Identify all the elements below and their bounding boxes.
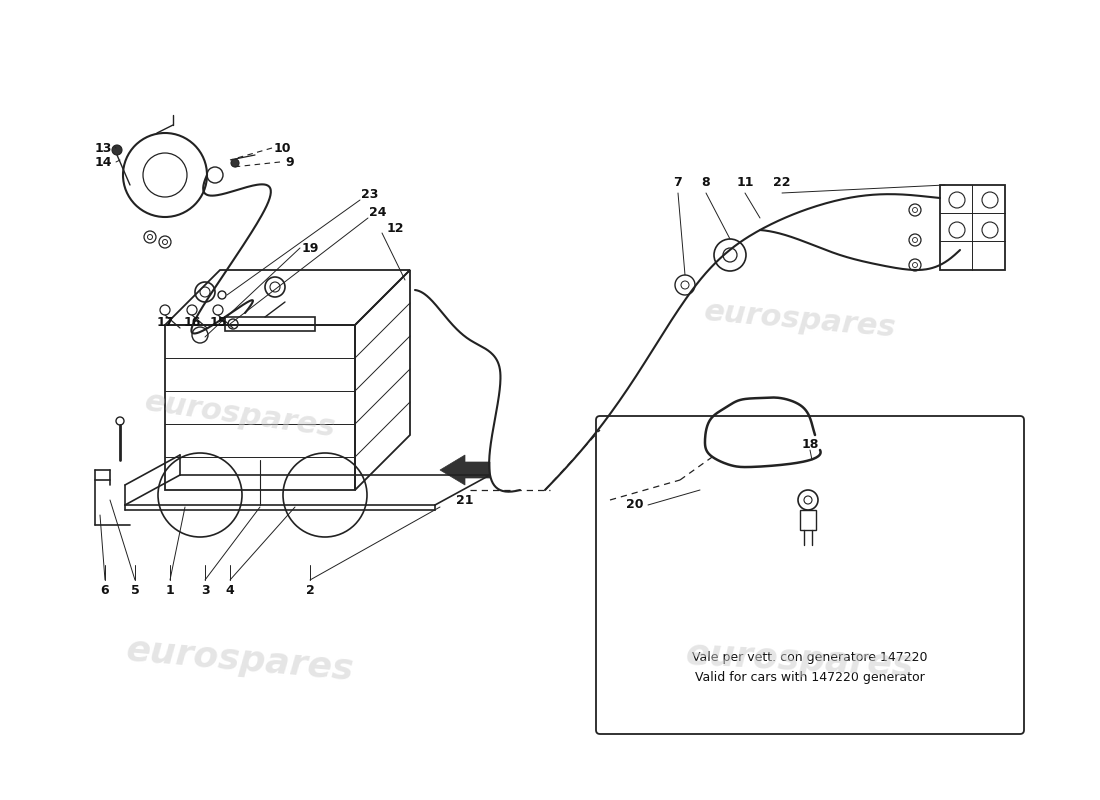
Bar xyxy=(940,185,1005,270)
Text: eurospares: eurospares xyxy=(143,387,338,442)
Text: 2: 2 xyxy=(306,583,315,597)
Text: 3: 3 xyxy=(200,583,209,597)
Text: 14: 14 xyxy=(95,155,112,169)
Text: 1: 1 xyxy=(166,583,175,597)
Text: 19: 19 xyxy=(301,242,319,254)
Text: eurospares: eurospares xyxy=(703,297,898,343)
Text: eurospares: eurospares xyxy=(124,633,355,687)
Text: 9: 9 xyxy=(286,155,295,169)
Text: eurospares: eurospares xyxy=(685,637,915,683)
Text: 6: 6 xyxy=(101,583,109,597)
Circle shape xyxy=(231,159,239,167)
Text: 10: 10 xyxy=(273,142,290,154)
Text: 21: 21 xyxy=(456,494,474,506)
Text: 20: 20 xyxy=(626,498,644,511)
Polygon shape xyxy=(440,455,490,485)
Text: 17: 17 xyxy=(156,315,174,329)
Text: 11: 11 xyxy=(736,177,754,190)
Text: 18: 18 xyxy=(801,438,818,451)
Text: 7: 7 xyxy=(673,177,682,190)
Text: 23: 23 xyxy=(361,189,378,202)
Bar xyxy=(800,510,816,530)
Text: 16: 16 xyxy=(184,315,200,329)
Text: 12: 12 xyxy=(386,222,404,234)
Text: Vale per vett. con generatore 147220: Vale per vett. con generatore 147220 xyxy=(692,651,927,665)
Text: 15: 15 xyxy=(209,315,227,329)
Text: 4: 4 xyxy=(226,583,234,597)
Text: 8: 8 xyxy=(702,177,711,190)
Text: 22: 22 xyxy=(773,177,791,190)
Circle shape xyxy=(112,145,122,155)
Text: 13: 13 xyxy=(95,142,112,154)
Text: 24: 24 xyxy=(370,206,387,219)
Text: Valid for cars with 147220 generator: Valid for cars with 147220 generator xyxy=(695,671,925,685)
Text: 5: 5 xyxy=(131,583,140,597)
